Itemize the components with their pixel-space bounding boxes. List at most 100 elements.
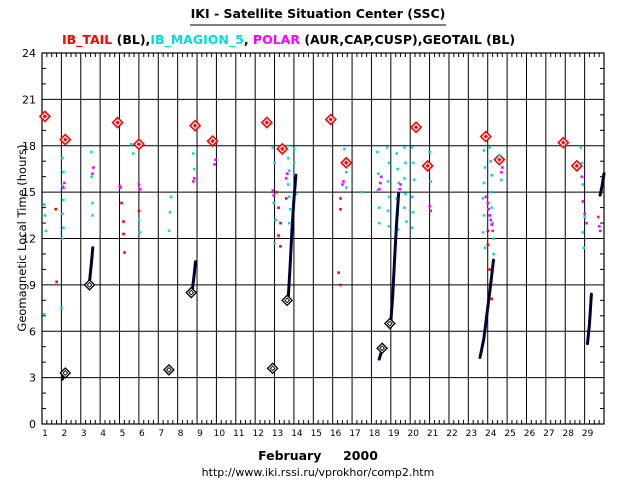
- x-tick-label: 22: [446, 429, 457, 439]
- x-tick-label: 2: [62, 429, 68, 439]
- data-point: [54, 207, 57, 211]
- data-point: [490, 173, 493, 177]
- data-point: [273, 241, 276, 245]
- data-point: [345, 170, 348, 174]
- data-point: [585, 221, 588, 225]
- x-tick-label: 8: [178, 429, 184, 439]
- data-point: [489, 190, 493, 194]
- data-point: [395, 152, 399, 155]
- data-point: [405, 220, 408, 223]
- data-point: [486, 243, 490, 247]
- data-point: [378, 221, 381, 225]
- data-point: [379, 175, 383, 179]
- data-point: [395, 197, 399, 200]
- y-tick-label: 9: [29, 279, 36, 292]
- data-point: [492, 252, 495, 256]
- data-point: [490, 297, 493, 301]
- y-tick-label: 3: [29, 372, 36, 385]
- data-point: [500, 178, 503, 182]
- data-point: [91, 172, 94, 175]
- data-point: [398, 187, 401, 191]
- data-point: [410, 146, 414, 149]
- data-point: [500, 170, 503, 174]
- data-point-open-diamond-inner: [188, 289, 195, 296]
- x-tick-label: 25: [504, 429, 515, 439]
- data-point: [138, 231, 142, 234]
- data-point: [271, 146, 275, 149]
- data-point: [123, 251, 126, 254]
- data-point: [92, 166, 95, 169]
- data-point: [279, 245, 282, 248]
- data-point: [90, 150, 93, 154]
- data-point: [191, 180, 195, 183]
- data-point-open-diamond-inner: [386, 320, 393, 327]
- x-tick-label: 18: [369, 429, 381, 439]
- geotail-track: [586, 292, 593, 346]
- data-point: [122, 232, 125, 236]
- data-point-diamond-core: [264, 120, 269, 125]
- data-point-diamond-core: [413, 125, 419, 130]
- data-point: [44, 229, 48, 233]
- data-point: [412, 178, 416, 182]
- x-tick-label: 15: [311, 429, 322, 439]
- data-point: [284, 197, 288, 200]
- data-point: [168, 211, 172, 214]
- data-point: [272, 194, 275, 197]
- data-point: [277, 234, 280, 237]
- data-point: [489, 218, 493, 222]
- data-point: [292, 161, 296, 165]
- data-point: [339, 197, 342, 200]
- data-point: [294, 192, 298, 196]
- data-point: [42, 313, 46, 316]
- data-point: [137, 209, 141, 213]
- data-point: [487, 207, 491, 211]
- data-point-open-diamond-inner: [269, 365, 276, 372]
- data-point: [429, 180, 432, 183]
- data-point: [403, 206, 406, 209]
- legend-entry: IB_TAIL: [62, 32, 112, 48]
- data-point: [486, 201, 490, 205]
- data-point: [489, 160, 493, 163]
- data-point: [411, 211, 415, 214]
- x-tick-label: 17: [349, 429, 360, 439]
- data-point: [288, 207, 292, 211]
- data-point-diamond-core: [63, 137, 68, 142]
- data-point-open-diamond: [59, 367, 72, 379]
- data-point: [387, 224, 391, 228]
- data-point-diamond-core: [328, 117, 333, 122]
- data-point: [131, 152, 135, 155]
- data-point-open-diamond: [185, 286, 198, 299]
- y-tick-label: 12: [22, 233, 36, 246]
- data-point: [271, 189, 275, 192]
- data-point-open-diamond: [376, 342, 389, 355]
- data-point: [339, 207, 342, 211]
- data-point: [386, 180, 390, 183]
- data-point: [403, 177, 406, 180]
- data-point: [481, 231, 485, 234]
- data-point: [580, 175, 584, 179]
- legend-entry: POLAR: [253, 32, 300, 47]
- data-point: [482, 214, 486, 217]
- chart-grid: [41, 52, 605, 425]
- data-point-diamond-core: [192, 123, 198, 128]
- data-point: [274, 218, 277, 222]
- legend-entry: (BL),: [112, 32, 150, 47]
- data-point: [287, 169, 291, 172]
- data-point: [42, 203, 46, 206]
- data-point: [292, 173, 296, 177]
- source-url: http://www.iki.rssi.ru/vprokhor/comp2.ht…: [202, 466, 435, 479]
- y-tick-label: 15: [22, 186, 36, 199]
- data-point: [129, 143, 133, 146]
- data-point-open-diamond: [266, 362, 279, 375]
- data-point: [596, 215, 600, 219]
- data-point: [62, 198, 65, 202]
- data-point: [492, 237, 495, 240]
- data-point: [91, 201, 94, 205]
- data-point: [285, 172, 289, 175]
- data-point: [63, 181, 66, 185]
- data-point: [410, 195, 414, 199]
- data-point: [581, 231, 585, 234]
- x-tick-label: 4: [100, 429, 106, 439]
- data-point: [581, 183, 585, 186]
- x-tick-label: 9: [197, 429, 203, 439]
